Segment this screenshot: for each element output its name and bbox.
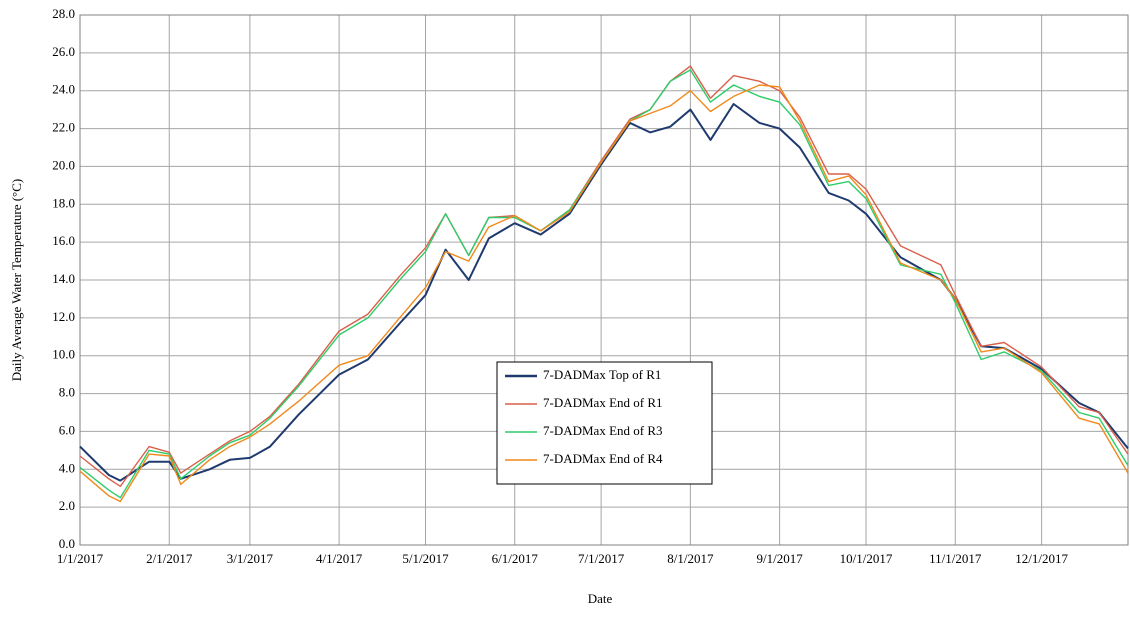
x-tick-label: 12/1/2017	[1015, 551, 1068, 566]
y-tick-label: 10.0	[52, 347, 75, 362]
x-axis-label: Date	[588, 591, 613, 606]
y-tick-label: 0.0	[59, 536, 75, 551]
x-tick-label: 5/1/2017	[402, 551, 449, 566]
legend-label: 7-DADMax End of R3	[543, 423, 663, 438]
y-tick-label: 18.0	[52, 195, 75, 210]
y-tick-label: 2.0	[59, 498, 75, 513]
y-tick-label: 16.0	[52, 233, 75, 248]
x-tick-label: 9/1/2017	[757, 551, 804, 566]
y-tick-label: 22.0	[52, 120, 75, 135]
x-tick-label: 2/1/2017	[146, 551, 193, 566]
y-tick-label: 6.0	[59, 422, 75, 437]
x-tick-label: 7/1/2017	[578, 551, 625, 566]
legend-label: 7-DADMax End of R4	[543, 451, 663, 466]
x-tick-label: 8/1/2017	[667, 551, 714, 566]
y-tick-label: 28.0	[52, 6, 75, 21]
x-tick-label: 1/1/2017	[57, 551, 104, 566]
x-tick-label: 11/1/2017	[929, 551, 982, 566]
plot-frame	[79, 14, 1129, 546]
y-tick-label: 8.0	[59, 385, 75, 400]
x-tick-label: 3/1/2017	[227, 551, 274, 566]
y-axis-label: Daily Average Water Temperature (°C)	[9, 179, 24, 382]
y-tick-label: 24.0	[52, 82, 75, 97]
legend-label: 7-DADMax End of R1	[543, 395, 663, 410]
y-tick-label: 26.0	[52, 44, 75, 59]
legend-box	[496, 361, 713, 485]
x-tick-label: 10/1/2017	[840, 551, 893, 566]
y-tick-label: 4.0	[59, 460, 75, 475]
x-tick-label: 4/1/2017	[316, 551, 363, 566]
y-tick-label: 20.0	[52, 157, 75, 172]
y-tick-label: 12.0	[52, 309, 75, 324]
series-line	[79, 65, 1129, 487]
y-tick-label: 14.0	[52, 271, 75, 286]
series-line	[79, 84, 1129, 503]
legend-label: 7-DADMax Top of R1	[543, 367, 661, 382]
x-tick-label: 6/1/2017	[492, 551, 539, 566]
